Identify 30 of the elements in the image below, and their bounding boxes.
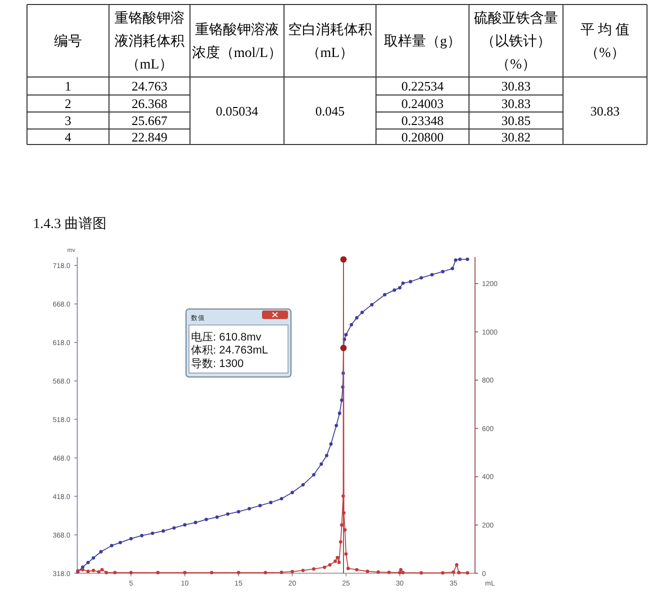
chart-title: 1.4.3 曲谱图 bbox=[33, 216, 106, 232]
data-label: 26.368 bbox=[132, 96, 168, 112]
annotation: 30.83 bbox=[590, 103, 620, 118]
data-label: 0.22534 bbox=[401, 78, 444, 94]
x-tick-label: 取样量（g） bbox=[384, 34, 461, 50]
data-label: 22.849 bbox=[132, 129, 168, 144]
annotation: 电压: 610.8mv bbox=[191, 330, 262, 344]
annotation: 0.045 bbox=[315, 103, 345, 118]
x-tick-label: 重铬酸钾溶液消耗体积（mL） bbox=[114, 10, 184, 73]
data-label: 0.23348 bbox=[401, 113, 444, 128]
data-label: 0.24003 bbox=[401, 96, 444, 112]
y-tick-label: 4 bbox=[64, 129, 72, 144]
data-label: 24.763 bbox=[132, 78, 168, 94]
data-label: 25.667 bbox=[132, 113, 168, 128]
y-tick-label: 1 bbox=[64, 78, 72, 94]
y-tick-label: 3 bbox=[64, 113, 72, 128]
data-label: 30.83 bbox=[501, 96, 531, 112]
x-tick-label: 空白消耗体积（mL） bbox=[288, 22, 372, 62]
x-tick-label: 硫酸亚铁含量（以铁计）（%） bbox=[474, 10, 558, 73]
data-label: 0.20800 bbox=[401, 129, 444, 144]
annotation: 0.05034 bbox=[216, 103, 259, 118]
data-label: 30.85 bbox=[501, 113, 531, 128]
data-label: 30.82 bbox=[501, 129, 531, 144]
annotation: 体积: 24.763mL bbox=[191, 344, 268, 357]
x-tick-label: 平 均 值（%） bbox=[580, 22, 630, 62]
y-axis-title: 编号 bbox=[54, 34, 82, 50]
annotation: 导数: 1300 bbox=[191, 358, 244, 370]
y-tick-label: 2 bbox=[64, 96, 72, 112]
x-tick-label: 重铬酸钾溶液浓度（mol/L） bbox=[192, 22, 282, 62]
data-label: 30.83 bbox=[501, 78, 531, 94]
